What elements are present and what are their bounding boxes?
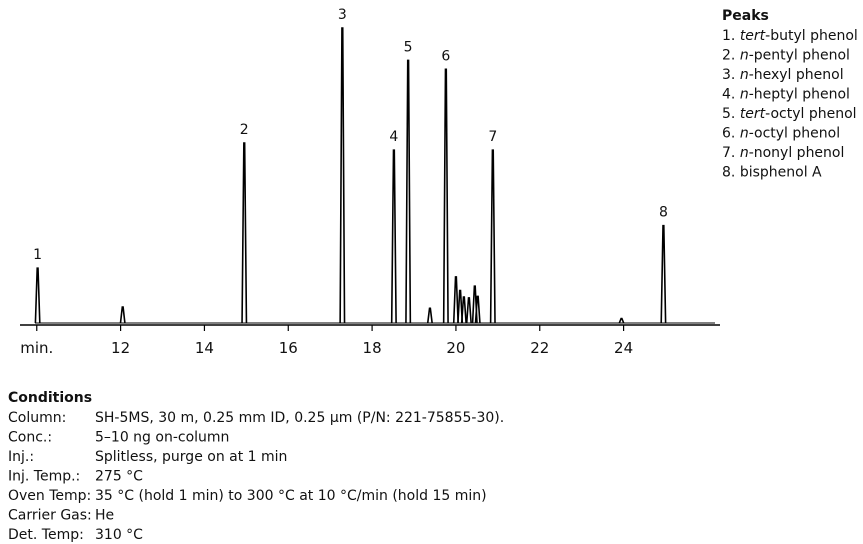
condition-label: Column: — [8, 410, 66, 426]
legend-entry: 2. n-pentyl phenol — [722, 48, 850, 64]
peak — [460, 296, 467, 324]
peak-label: 1 — [33, 247, 42, 263]
peak-label: 8 — [659, 205, 668, 221]
condition-value: SH-5MS, 30 m, 0.25 mm ID, 0.25 µm (P/N: … — [95, 410, 504, 426]
legend-number: 7. — [722, 145, 735, 161]
conditions-title: Conditions — [8, 390, 92, 406]
legend-italic: n — [740, 145, 749, 161]
legend-number: 6. — [722, 126, 735, 142]
condition-value: 35 °C (hold 1 min) to 300 °C at 10 °C/mi… — [95, 488, 487, 504]
peak-label: 2 — [240, 122, 249, 138]
condition-label: Inj.: — [8, 449, 34, 465]
legend-number: 3. — [722, 67, 735, 83]
legend-italic: tert — [740, 106, 766, 122]
legend-entry: 5. tert-octyl phenol — [722, 106, 857, 122]
legend-italic: n — [740, 126, 749, 142]
legend-number: 8. — [722, 165, 735, 181]
condition-value: 275 °C — [95, 469, 143, 485]
peak — [426, 307, 433, 324]
peak — [660, 224, 667, 324]
x-tick-label: 14 — [195, 339, 214, 357]
legend-italic: n — [740, 48, 749, 64]
condition-value: Splitless, purge on at 1 min — [95, 449, 287, 465]
legend-text: -nonyl phenol — [749, 145, 845, 161]
legend-entry: 3. n-hexyl phenol — [722, 67, 844, 83]
peak — [457, 289, 464, 324]
condition-value: He — [95, 508, 114, 524]
peak — [34, 267, 41, 324]
x-tick-label: 24 — [614, 339, 633, 357]
peak — [241, 142, 248, 324]
peak-label: 7 — [488, 129, 497, 145]
legend-entry: 4. n-heptyl phenol — [722, 87, 850, 103]
peak-label: 6 — [441, 48, 450, 64]
x-tick-label: 12 — [111, 339, 130, 357]
legend-number: 1. — [722, 28, 735, 44]
legend-italic: n — [740, 87, 749, 103]
peak — [405, 59, 412, 324]
legend-text: -octyl phenol — [749, 126, 840, 142]
legend-number: 2. — [722, 48, 735, 64]
peak — [339, 27, 346, 324]
condition-label: Carrier Gas: — [8, 508, 92, 524]
legend-text: -hexyl phenol — [749, 67, 844, 83]
condition-value: 310 °C — [95, 527, 143, 543]
peak-label: 4 — [389, 129, 398, 145]
legend-text: -pentyl phenol — [749, 48, 850, 64]
x-tick-label: 20 — [446, 339, 465, 357]
legend-title: Peaks — [722, 8, 769, 24]
legend-entry: 7. n-nonyl phenol — [722, 145, 844, 161]
legend-entry: 1. tert-butyl phenol — [722, 28, 858, 44]
condition-label: Conc.: — [8, 430, 52, 446]
x-tick-label: 22 — [530, 339, 549, 357]
peak — [390, 149, 397, 324]
peak-label: 5 — [404, 39, 413, 55]
peak-label: 3 — [338, 7, 347, 23]
x-tick-label: min. — [20, 339, 53, 357]
condition-label: Det. Temp: — [8, 527, 84, 543]
peak — [618, 317, 625, 324]
condition-value: 5–10 ng on-column — [95, 430, 229, 446]
peak — [465, 297, 472, 324]
legend-text: bisphenol A — [740, 165, 822, 181]
legend-entry: 6. n-octyl phenol — [722, 126, 840, 142]
peak — [452, 276, 459, 324]
legend-text: -heptyl phenol — [749, 87, 850, 103]
legend-text: -octyl phenol — [765, 106, 856, 122]
condition-label: Inj. Temp.: — [8, 469, 80, 485]
peak — [474, 295, 481, 324]
legend-italic: n — [740, 67, 749, 83]
legend-italic: tert — [740, 28, 766, 44]
legend-number: 4. — [722, 87, 735, 103]
legend-entry: 8. bisphenol A — [722, 165, 822, 181]
legend-text: -butyl phenol — [765, 28, 858, 44]
x-tick-label: 16 — [279, 339, 298, 357]
legend-number: 5. — [722, 106, 735, 122]
peak — [442, 68, 449, 324]
condition-label: Oven Temp: — [8, 488, 91, 504]
peak — [489, 149, 496, 324]
peak — [119, 306, 126, 324]
x-tick-label: 18 — [363, 339, 382, 357]
